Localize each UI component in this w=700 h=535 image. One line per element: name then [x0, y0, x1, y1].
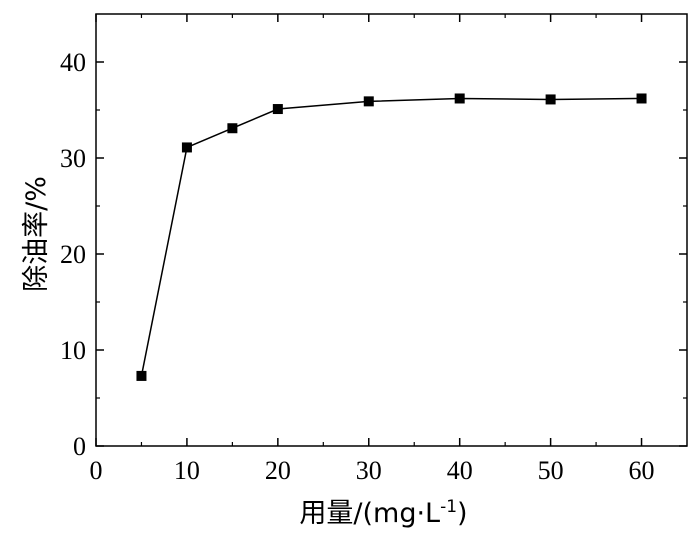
series-line — [141, 98, 641, 375]
x-tick-label: 0 — [90, 456, 103, 485]
data-point — [455, 93, 465, 103]
y-tick-label: 40 — [60, 48, 86, 77]
data-point — [227, 123, 237, 133]
data-point — [273, 104, 283, 114]
y-tick-label: 20 — [60, 240, 86, 269]
x-tick-label: 30 — [356, 456, 382, 485]
x-axis-title-close: ) — [457, 498, 468, 529]
y-tick-label: 0 — [73, 432, 86, 461]
axis-ticks: 0 10 20 30 40 50 60 0 10 20 30 40 — [60, 14, 687, 485]
x-tick-label: 60 — [629, 456, 655, 485]
x-tick-label: 20 — [265, 456, 291, 485]
x-tick-label: 10 — [174, 456, 200, 485]
x-tick-label: 50 — [538, 456, 564, 485]
chart-marks — [136, 93, 646, 380]
y-tick-label: 10 — [60, 336, 86, 365]
data-point — [637, 93, 647, 103]
x-axis-title-superscript: -1 — [440, 497, 457, 517]
x-axis-title-main: 用量/(mg·L — [299, 498, 440, 529]
data-point — [136, 371, 146, 381]
data-point — [364, 96, 374, 106]
y-axis-title: 除油率/% — [21, 176, 52, 292]
data-point — [546, 94, 556, 104]
x-tick-label: 40 — [447, 456, 473, 485]
data-point — [182, 142, 192, 152]
plot-frame — [96, 14, 687, 446]
y-tick-label: 30 — [60, 144, 86, 173]
x-axis-title: 用量/(mg·L-1) — [299, 497, 467, 529]
